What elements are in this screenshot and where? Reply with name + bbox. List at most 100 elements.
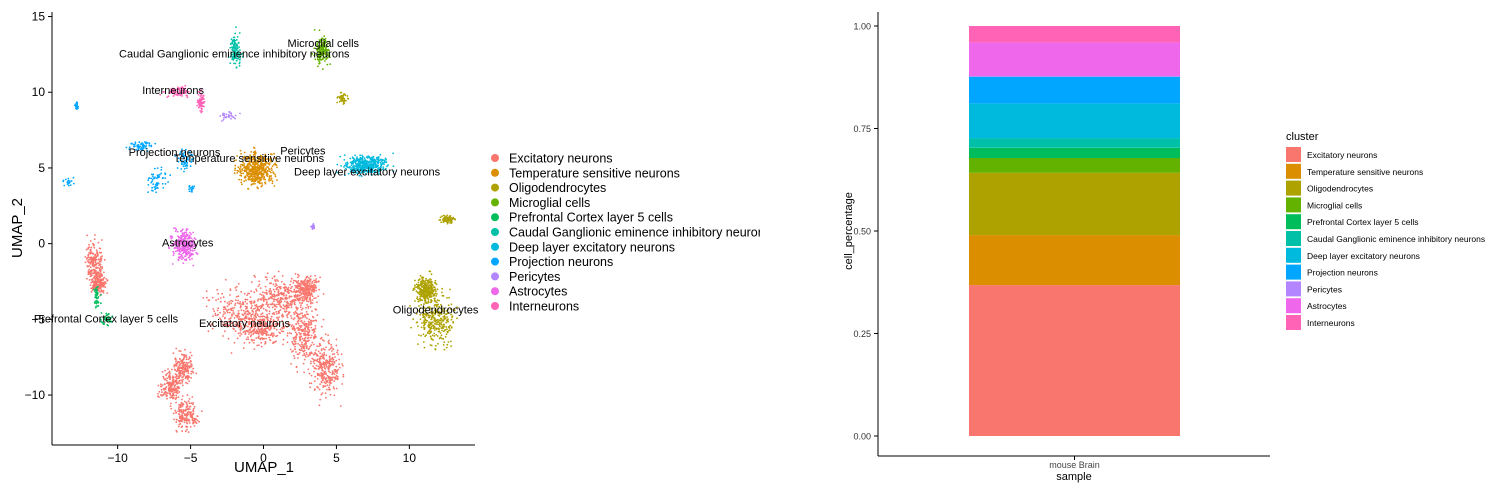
scatter-point — [77, 107, 79, 110]
scatter-point — [192, 409, 195, 412]
scatter-point — [230, 299, 232, 302]
scatter-point — [275, 328, 278, 331]
scatter-point — [175, 365, 178, 367]
scatter-point — [281, 326, 283, 329]
scatter-point — [231, 43, 234, 45]
scatter-point — [176, 381, 179, 384]
scatter-point — [99, 276, 102, 279]
scatter-point — [242, 172, 245, 175]
scatter-point — [89, 266, 92, 269]
scatter-point — [167, 381, 169, 384]
scatter-point — [147, 177, 150, 180]
scatter-point — [72, 182, 75, 185]
scatter-point — [370, 158, 373, 161]
scatter-point — [244, 325, 246, 328]
scatter-point — [305, 292, 308, 295]
scatter-point — [259, 182, 261, 185]
scatter-point — [329, 393, 332, 396]
scatter-point — [98, 264, 100, 267]
scatter-point — [265, 303, 268, 306]
scatter-point — [314, 351, 316, 354]
scatter-point — [307, 322, 310, 325]
scatter-point — [182, 378, 185, 381]
scatter-point — [291, 342, 294, 345]
scatter-point — [312, 320, 314, 322]
scatter-point — [175, 396, 178, 399]
scatter-point — [186, 363, 189, 366]
scatter-point — [422, 280, 425, 282]
scatter-point — [186, 419, 189, 422]
scatter-point — [273, 293, 276, 296]
scatter-point — [301, 322, 304, 324]
scatter-point — [178, 408, 181, 411]
scatter-point — [419, 318, 422, 321]
scatter-point — [181, 425, 184, 428]
scatter-point — [269, 179, 272, 182]
scatter-point — [297, 322, 300, 325]
scatter-point — [372, 155, 375, 158]
scatter-point — [415, 283, 418, 286]
scatter-point — [294, 294, 297, 297]
scatter-point — [271, 334, 273, 336]
scatter-point — [274, 295, 276, 298]
umap-points-layer — [62, 26, 458, 433]
scatter-point — [257, 325, 260, 328]
scatter-point — [361, 157, 363, 160]
scatter-point — [254, 304, 256, 307]
scatter-point — [309, 386, 312, 389]
scatter-point — [245, 179, 247, 182]
scatter-point — [428, 270, 431, 273]
scatter-point — [256, 171, 259, 174]
scatter-point — [328, 365, 331, 368]
scatter-point — [237, 321, 240, 323]
scatter-point — [243, 312, 246, 315]
scatter-point — [435, 295, 437, 297]
scatter-point — [171, 389, 174, 392]
scatter-point — [192, 407, 195, 410]
scatter-point — [157, 393, 159, 395]
scatter-point — [240, 325, 242, 327]
scatter-point — [253, 166, 256, 169]
scatter-point — [274, 175, 277, 178]
scatter-point — [243, 166, 246, 169]
scatter-point — [183, 367, 186, 369]
scatter-point — [291, 285, 293, 288]
scatter-point — [331, 379, 333, 382]
scatter-point — [307, 368, 310, 371]
scatter-point — [447, 312, 450, 314]
scatter-point — [328, 356, 331, 359]
scatter-point — [430, 325, 433, 328]
scatter-point — [275, 306, 278, 308]
scatter-point — [279, 305, 281, 307]
scatter-point — [184, 430, 187, 433]
scatter-point — [216, 288, 219, 291]
scatter-point — [295, 291, 298, 293]
scatter-point — [214, 312, 217, 315]
scatter-point — [181, 367, 184, 370]
scatter-point — [313, 362, 316, 365]
scatter-point — [69, 184, 72, 187]
scatter-point — [275, 311, 278, 313]
scatter-point — [275, 284, 278, 287]
scatter-point — [191, 419, 194, 421]
scatter-point — [449, 329, 451, 331]
scatter-point — [341, 363, 343, 365]
scatter-point — [94, 269, 97, 272]
scatter-point — [450, 326, 453, 329]
scatter-point — [263, 332, 266, 334]
scatter-point — [240, 309, 243, 312]
scatter-point — [303, 349, 306, 352]
scatter-point — [246, 313, 249, 316]
scatter-point — [419, 307, 422, 310]
scatter-point — [327, 334, 329, 337]
scatter-point — [230, 42, 233, 45]
scatter-point — [265, 299, 268, 301]
point-cluster-caudal-ganglionic-eminence-inhibitory-neurons — [227, 26, 244, 69]
scatter-point — [161, 182, 164, 185]
scatter-point — [233, 41, 236, 44]
scatter-point — [256, 309, 259, 312]
scatter-point — [223, 311, 225, 313]
scatter-point — [100, 259, 103, 262]
point-cluster-temperature-sensitive-neurons — [233, 146, 278, 190]
scatter-point — [173, 364, 176, 367]
